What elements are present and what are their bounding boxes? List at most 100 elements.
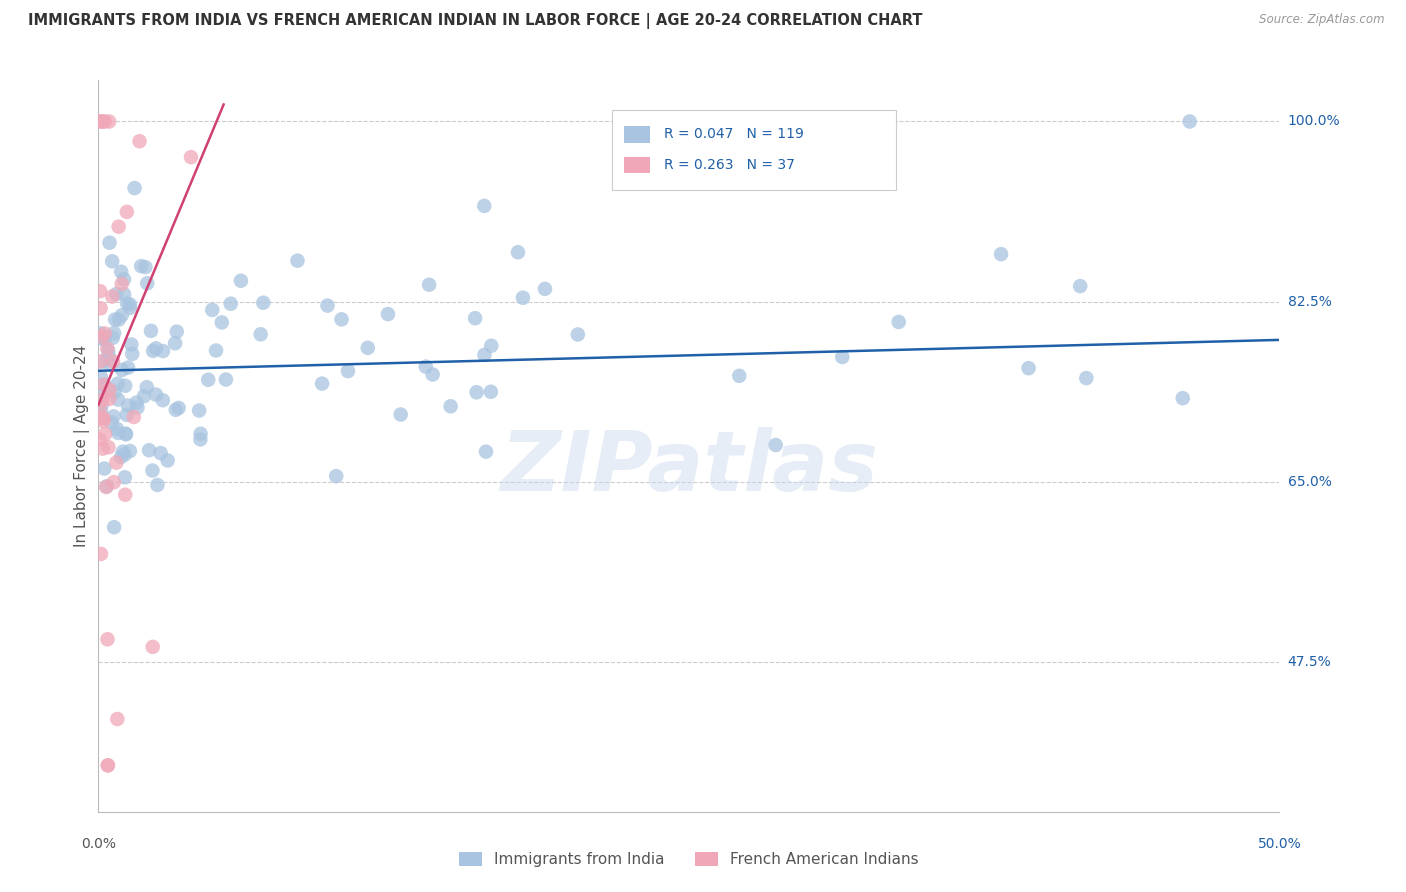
Point: [101, 331, 124, 345]
Point: [149, 446, 172, 460]
Text: Source: ZipAtlas.com: Source: ZipAtlas.com: [1260, 13, 1385, 27]
Point: [97, 343, 120, 358]
Point: [96, 342, 118, 356]
Point: [100, 416, 122, 430]
Point: [887, 315, 910, 329]
Point: [90, 332, 112, 346]
Point: [105, 456, 128, 470]
Point: [107, 425, 129, 440]
Point: [110, 450, 132, 464]
Point: [107, 392, 129, 407]
Point: [112, 272, 135, 286]
Point: [336, 364, 359, 378]
Point: [108, 312, 131, 326]
Point: [90, 547, 112, 561]
Point: [439, 399, 461, 413]
Point: [111, 308, 134, 322]
Point: [117, 360, 139, 375]
Point: [107, 219, 129, 234]
Point: [90, 411, 112, 425]
Text: R = 0.263   N = 37: R = 0.263 N = 37: [664, 158, 794, 172]
Point: [105, 287, 128, 301]
Point: [89, 401, 111, 415]
Point: [90, 370, 112, 384]
Point: [1171, 391, 1194, 405]
Point: [728, 368, 751, 383]
Point: [142, 640, 165, 654]
Point: [91, 442, 114, 456]
Point: [114, 426, 136, 441]
Point: [124, 181, 146, 195]
Point: [136, 277, 159, 291]
Point: [125, 395, 148, 409]
Point: [990, 247, 1012, 261]
Point: [146, 478, 169, 492]
Point: [1178, 114, 1201, 128]
Point: [115, 427, 138, 442]
Point: [103, 326, 125, 340]
Point: [94, 427, 117, 442]
Point: [114, 488, 136, 502]
Point: [127, 401, 149, 415]
Point: [98, 392, 121, 406]
Point: [90, 387, 112, 401]
Point: [188, 403, 211, 417]
Point: [103, 520, 125, 534]
Point: [512, 291, 534, 305]
Point: [91, 355, 114, 369]
Y-axis label: In Labor Force | Age 20-24: In Labor Force | Age 20-24: [75, 345, 90, 547]
Point: [180, 150, 202, 164]
Point: [114, 470, 136, 484]
Point: [93, 461, 115, 475]
Point: [90, 329, 112, 343]
Point: [90, 114, 112, 128]
Text: 0.0%: 0.0%: [82, 837, 115, 851]
Point: [117, 399, 139, 413]
Point: [287, 253, 309, 268]
Point: [96, 479, 118, 493]
Point: [422, 368, 444, 382]
Point: [219, 296, 242, 310]
Point: [97, 349, 120, 363]
Point: [93, 414, 115, 428]
Point: [90, 398, 112, 412]
Point: [389, 408, 412, 422]
Point: [114, 448, 136, 462]
Point: [89, 284, 111, 298]
Point: [121, 347, 143, 361]
Point: [831, 350, 853, 364]
Point: [98, 114, 121, 128]
Point: [118, 297, 141, 311]
Point: [105, 422, 128, 436]
Point: [114, 378, 136, 392]
Point: [89, 354, 111, 368]
Point: [316, 299, 339, 313]
Point: [134, 260, 156, 274]
Point: [474, 348, 496, 362]
Point: [110, 265, 132, 279]
Point: [94, 480, 117, 494]
Legend: Immigrants from India, French American Indians: Immigrants from India, French American I…: [453, 847, 925, 873]
Point: [418, 277, 440, 292]
Point: [479, 339, 502, 353]
Point: [135, 380, 157, 394]
Point: [166, 325, 188, 339]
Point: [252, 295, 274, 310]
Point: [111, 444, 134, 458]
Point: [152, 393, 174, 408]
Point: [197, 373, 219, 387]
Point: [215, 372, 238, 386]
Point: [112, 287, 135, 301]
Point: [111, 277, 134, 291]
Point: [311, 376, 333, 391]
Text: 50.0%: 50.0%: [1257, 837, 1302, 851]
Point: [103, 475, 125, 489]
Point: [1076, 371, 1098, 385]
Text: ZIPatlas: ZIPatlas: [501, 427, 877, 508]
Point: [90, 301, 112, 316]
Point: [357, 341, 380, 355]
Point: [101, 354, 124, 368]
Point: [1069, 279, 1091, 293]
Bar: [624, 127, 650, 143]
Point: [111, 363, 134, 377]
